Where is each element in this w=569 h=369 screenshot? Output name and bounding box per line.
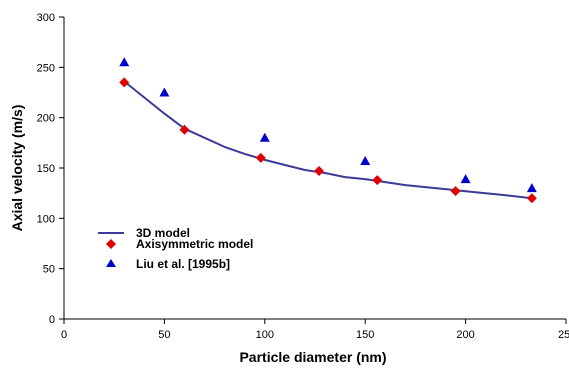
data-point-liu-et-al-1995b <box>259 132 270 142</box>
y-tick-label: 300 <box>37 12 55 24</box>
x-tick-label: 100 <box>256 329 274 341</box>
y-tick-label: 250 <box>37 62 55 74</box>
data-point-liu-et-al-1995b <box>159 87 170 97</box>
legend-label-liu-et-al: Liu et al. [1995b] <box>136 257 230 271</box>
data-point-liu-et-al-1995b <box>526 183 537 193</box>
x-tick-label: 50 <box>158 329 170 341</box>
x-axis-title: Particle diameter (nm) <box>239 349 386 365</box>
legend-swatch-triangle <box>106 259 116 267</box>
y-tick-label: 0 <box>49 314 55 326</box>
data-point-axisymmetric-model <box>119 77 130 88</box>
legend-label-3d-model: 3D model <box>136 226 190 240</box>
legend: 3D model Axisymmetric model Liu et al. [… <box>98 226 253 271</box>
y-tick-label: 150 <box>37 163 55 175</box>
legend-swatch-diamond <box>106 239 116 249</box>
x-tick-label: 25( <box>558 329 569 341</box>
y-ticks: 0 50 100 150 200 250 300 <box>37 12 64 326</box>
data-point-liu-et-al-1995b <box>119 57 130 67</box>
legend-item-axisymmetric-model: Axisymmetric model <box>106 237 253 251</box>
legend-item-liu-et-al: Liu et al. [1995b] <box>106 257 230 271</box>
data-point-axisymmetric-model <box>255 152 266 163</box>
data-point-axisymmetric-model <box>526 193 537 204</box>
data-point-axisymmetric-model <box>314 166 325 177</box>
series-layer <box>119 57 537 204</box>
x-ticks: 0 50 100 150 200 25( <box>61 319 569 341</box>
legend-label-axisymmetric-model: Axisymmetric model <box>136 237 253 251</box>
plot-area: 0 50 100 150 200 25( 0 50 100 150 200 250 300 <box>37 12 569 341</box>
x-tick-label: 0 <box>61 329 67 341</box>
x-tick-label: 150 <box>356 329 374 341</box>
y-axis-title: Axial velocity (m/s) <box>9 105 25 232</box>
series-line-3d-model <box>123 80 533 200</box>
data-point-axisymmetric-model <box>372 175 383 186</box>
y-tick-label: 50 <box>43 264 55 276</box>
data-point-axisymmetric-model <box>179 124 190 135</box>
y-tick-label: 100 <box>37 213 55 225</box>
y-tick-label: 200 <box>37 113 55 125</box>
legend-item-3d-model: 3D model <box>98 226 190 240</box>
data-point-liu-et-al-1995b <box>360 155 371 165</box>
x-tick-label: 200 <box>456 329 474 341</box>
data-point-axisymmetric-model <box>450 186 461 197</box>
data-point-liu-et-al-1995b <box>460 174 471 184</box>
